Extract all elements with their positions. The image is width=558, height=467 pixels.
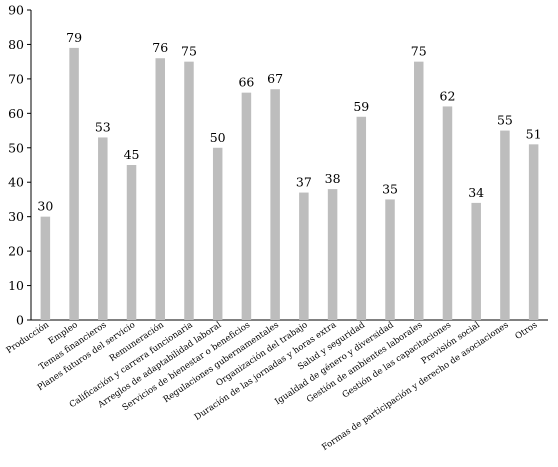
data-label: 45 bbox=[124, 147, 140, 162]
y-tick-label: 90 bbox=[8, 3, 24, 18]
data-labels: 30 79 53 45 76 75 50 66 67 37 38 59 35 75 62 34 55 51 bbox=[37, 30, 541, 214]
bars bbox=[40, 47, 539, 321]
bar-8 bbox=[241, 92, 252, 321]
x-tick-label: Producción bbox=[4, 319, 51, 356]
data-label: 37 bbox=[296, 175, 312, 190]
data-label: 67 bbox=[267, 71, 283, 86]
bar-2 bbox=[69, 47, 79, 321]
bar-11 bbox=[327, 189, 338, 320]
data-label: 79 bbox=[66, 30, 82, 45]
bar-6 bbox=[184, 61, 194, 321]
y-tick-label: 10 bbox=[8, 278, 24, 293]
bar-13 bbox=[385, 199, 395, 320]
data-label: 75 bbox=[411, 44, 427, 59]
data-label: 51 bbox=[526, 126, 542, 141]
bar-15 bbox=[442, 106, 453, 320]
y-tick-label: 30 bbox=[8, 209, 24, 224]
y-tick-label: 70 bbox=[8, 71, 24, 86]
y-axis: 0 10 20 30 40 50 60 70 80 90 bbox=[8, 3, 548, 328]
bar-12 bbox=[356, 116, 367, 321]
y-tick-label: 80 bbox=[8, 37, 24, 52]
data-label: 50 bbox=[210, 130, 226, 145]
bar-7 bbox=[212, 147, 223, 320]
y-tick-label: 50 bbox=[8, 140, 24, 155]
bar-10 bbox=[299, 192, 309, 320]
data-label: 66 bbox=[238, 75, 254, 90]
bar-17 bbox=[500, 130, 510, 320]
x-tick-label: Otros bbox=[514, 320, 540, 342]
y-tick-label: 60 bbox=[8, 106, 24, 121]
y-tick-label: 0 bbox=[16, 313, 24, 328]
bar-5 bbox=[155, 58, 165, 320]
y-tick-label: 40 bbox=[8, 175, 24, 190]
bar-16 bbox=[471, 202, 481, 320]
data-label: 34 bbox=[468, 185, 484, 200]
data-label: 55 bbox=[497, 113, 513, 128]
data-label: 38 bbox=[325, 171, 341, 186]
data-label: 35 bbox=[382, 181, 398, 196]
data-label: 75 bbox=[181, 44, 197, 59]
data-label: 30 bbox=[37, 199, 53, 214]
bar-1 bbox=[40, 216, 51, 320]
bar-18 bbox=[528, 144, 539, 320]
y-tick-label: 20 bbox=[8, 244, 24, 259]
data-label: 53 bbox=[95, 119, 111, 134]
bar-14 bbox=[414, 61, 424, 321]
bar-3 bbox=[98, 137, 108, 320]
bar-4 bbox=[126, 165, 137, 320]
data-label: 59 bbox=[353, 99, 369, 114]
data-label: 76 bbox=[152, 40, 168, 55]
bar-9 bbox=[270, 89, 280, 320]
data-label: 62 bbox=[440, 88, 456, 103]
